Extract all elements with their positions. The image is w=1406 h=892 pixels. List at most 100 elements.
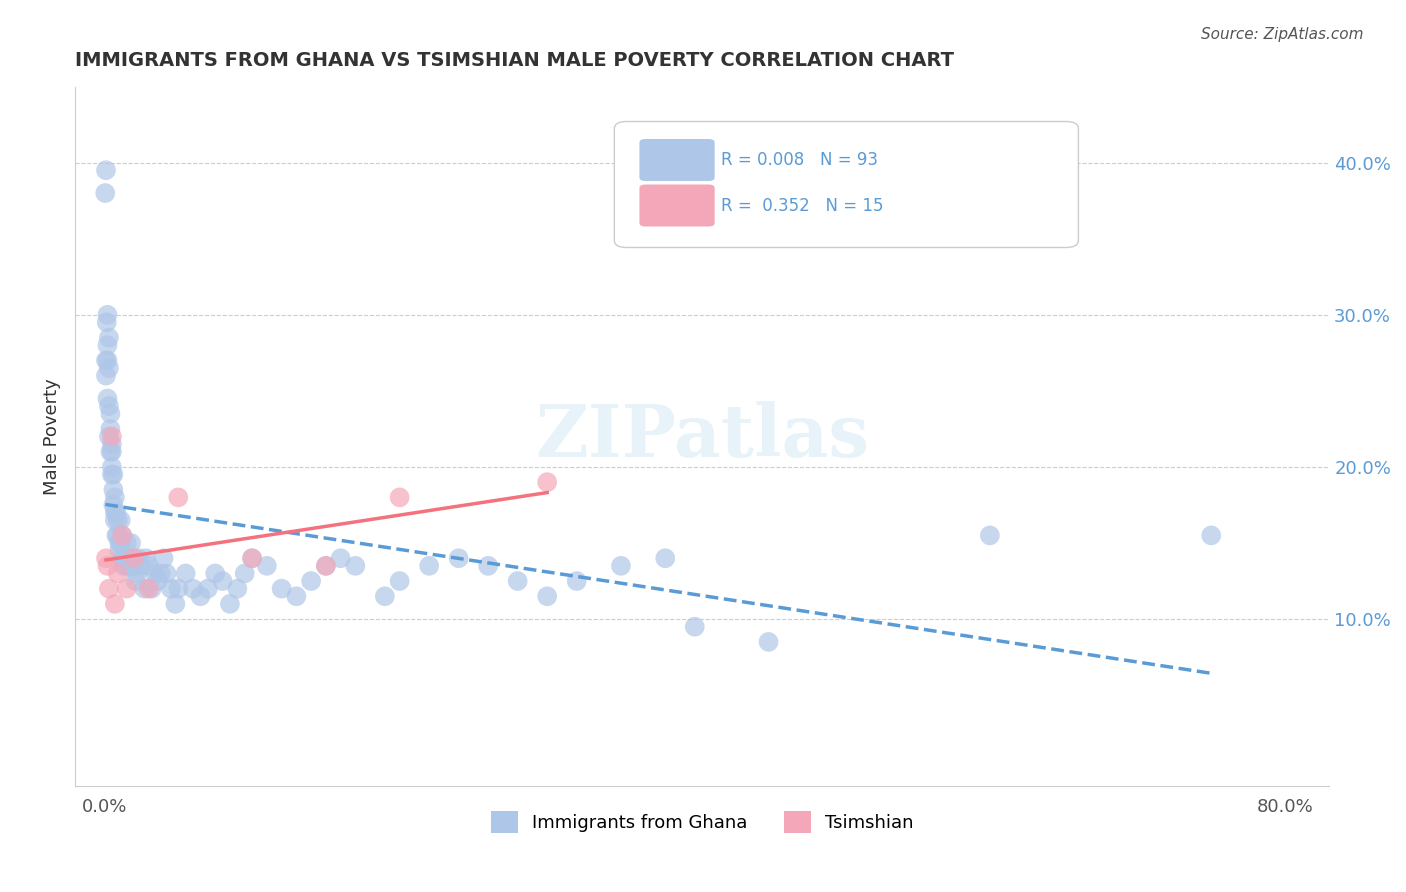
Point [111,528,134,542]
Point [610,558,633,573]
Point [565,574,588,588]
Point [299,574,322,588]
Point [256,558,278,573]
Point [101,437,124,451]
Legend: Immigrants from Ghana, Tsimshian: Immigrants from Ghana, Tsimshian [491,812,914,833]
Point [219,597,242,611]
Point [125,566,148,581]
Point [107,566,129,581]
Point [96,338,118,352]
Point [506,574,529,588]
Point [118,558,141,573]
Text: R =  0.352   N = 15: R = 0.352 N = 15 [721,196,883,214]
Point [190,589,212,603]
Point [96,308,118,322]
Point [101,444,124,458]
Point [143,566,166,581]
Point [344,558,367,573]
Point [94,551,117,566]
FancyBboxPatch shape [614,121,1078,247]
Point [141,582,163,596]
Point [96,315,118,329]
Point [108,536,131,550]
Point [165,597,187,611]
Point [211,574,233,588]
Point [979,528,1001,542]
Point [96,353,118,368]
Point [100,444,122,458]
FancyBboxPatch shape [640,139,714,181]
Text: Source: ZipAtlas.com: Source: ZipAtlas.com [1201,27,1364,42]
Point [103,498,125,512]
Text: IMMIGRANTS FROM GHANA VS TSIMSHIAN MALE POVERTY CORRELATION CHART: IMMIGRANTS FROM GHANA VS TSIMSHIAN MALE … [75,51,955,70]
Point [683,620,706,634]
Point [94,163,117,178]
Point [124,574,146,588]
Point [115,582,138,596]
Point [101,467,124,482]
Point [167,491,190,505]
Point [97,330,120,344]
Point [94,186,117,200]
Point [97,399,120,413]
Point [149,566,172,581]
Point [111,528,134,542]
Point [105,506,128,520]
Point [155,566,177,581]
Point [120,536,142,550]
Point [100,422,122,436]
Point [285,589,308,603]
Point [97,361,120,376]
Point [1199,528,1222,542]
Point [418,558,440,573]
Point [167,582,190,596]
Point [226,582,249,596]
Point [94,353,117,368]
Text: R = 0.008   N = 93: R = 0.008 N = 93 [721,151,877,169]
Point [114,551,136,566]
Point [758,635,780,649]
Point [131,558,153,573]
Point [107,528,129,542]
Point [270,582,292,596]
Point [160,582,183,596]
Point [654,551,676,566]
Point [101,429,124,443]
Point [112,558,135,573]
Point [127,551,149,566]
Point [122,558,145,573]
Point [240,551,263,566]
Point [197,582,219,596]
Point [329,551,352,566]
Point [104,506,127,520]
Point [97,429,120,443]
Point [96,558,118,573]
Point [374,589,396,603]
FancyBboxPatch shape [640,185,714,227]
Point [96,392,118,406]
Point [104,513,127,527]
Point [204,566,226,581]
Point [388,574,411,588]
Point [477,558,499,573]
Point [108,543,131,558]
Point [138,558,160,573]
Point [315,558,337,573]
Point [104,597,127,611]
Point [105,528,128,542]
Point [134,582,156,596]
Point [447,551,470,566]
Point [121,551,143,566]
Point [110,513,132,527]
Point [146,574,169,588]
Point [112,551,135,566]
Point [536,475,558,490]
Point [536,589,558,603]
Point [138,582,160,596]
Point [111,551,134,566]
Point [117,551,139,566]
Point [110,536,132,550]
Point [101,459,124,474]
Point [103,467,125,482]
Point [104,491,127,505]
